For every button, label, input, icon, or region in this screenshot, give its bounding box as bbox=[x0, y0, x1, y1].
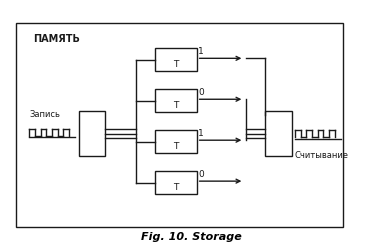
Text: Fig. 10. Storage: Fig. 10. Storage bbox=[141, 232, 241, 242]
Text: Запись: Запись bbox=[29, 110, 60, 119]
Text: T: T bbox=[173, 60, 178, 69]
Bar bbox=[16, 23, 343, 227]
Bar bbox=[79, 111, 105, 156]
Text: T: T bbox=[173, 183, 178, 192]
Text: Считывание: Считывание bbox=[295, 151, 349, 160]
Bar bbox=[155, 130, 197, 153]
Bar bbox=[155, 89, 197, 112]
Text: T: T bbox=[173, 142, 178, 151]
Text: 0: 0 bbox=[198, 170, 204, 179]
Text: 0: 0 bbox=[198, 88, 204, 97]
Text: ПАМЯТЬ: ПАМЯТЬ bbox=[33, 34, 80, 44]
Text: 1: 1 bbox=[198, 47, 204, 56]
Text: T: T bbox=[173, 101, 178, 110]
Bar bbox=[265, 111, 292, 156]
Bar bbox=[155, 171, 197, 194]
Bar bbox=[155, 49, 197, 71]
Text: 1: 1 bbox=[198, 129, 204, 138]
